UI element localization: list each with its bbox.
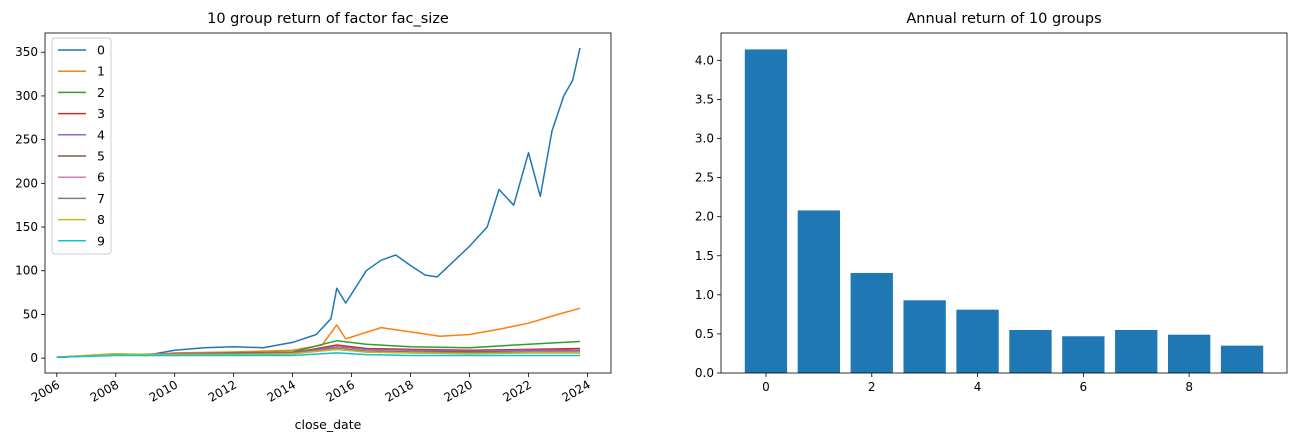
x-tick-label: 2010 bbox=[147, 377, 180, 404]
legend-label: 2 bbox=[97, 85, 105, 100]
legend: 0 1 2 3 4 5 6 7 8 9 bbox=[51, 37, 112, 255]
x-axis-label: close_date bbox=[295, 417, 362, 432]
x-tick-label: 2022 bbox=[501, 377, 534, 404]
x-tick-label: 2 bbox=[868, 380, 876, 394]
legend-label: 7 bbox=[97, 191, 105, 206]
y-tick-label: 250 bbox=[15, 133, 38, 147]
y-tick-label: 1.0 bbox=[695, 288, 714, 302]
y-tick-label: 3.5 bbox=[695, 92, 714, 106]
legend-label: 1 bbox=[97, 64, 105, 79]
bar-8 bbox=[1167, 334, 1211, 373]
y-tick-label: 150 bbox=[15, 220, 38, 234]
bar-0 bbox=[744, 49, 788, 374]
plot-frame bbox=[44, 32, 612, 374]
y-tick-label: 2.0 bbox=[695, 210, 714, 224]
y-tick-label: 0.0 bbox=[695, 366, 714, 380]
x-tick-label: 2024 bbox=[559, 377, 592, 404]
y-tick-label: 2.5 bbox=[695, 171, 714, 185]
y-tick-label: 100 bbox=[15, 264, 38, 278]
x-tick-label: 6 bbox=[1080, 380, 1088, 394]
legend-label: 4 bbox=[97, 127, 105, 142]
x-tick-label: 2016 bbox=[324, 377, 357, 404]
legend-label: 6 bbox=[97, 170, 105, 185]
y-tick-label: 0.5 bbox=[695, 327, 714, 341]
plot-frame bbox=[720, 32, 1288, 374]
y-tick-label: 350 bbox=[15, 45, 38, 59]
bar-9 bbox=[1220, 345, 1264, 373]
y-tick-label: 4.0 bbox=[695, 53, 714, 67]
bar-4 bbox=[956, 309, 999, 373]
right-bar-chart: Annual return of 10 groups 0.0 0.5 1.0 1.5 2.… bbox=[695, 11, 1288, 394]
bar-3 bbox=[903, 300, 946, 373]
x-tick-label: 2018 bbox=[383, 377, 416, 404]
x-tick-label: 4 bbox=[974, 380, 982, 394]
x-tick-label: 2008 bbox=[88, 377, 121, 404]
y-tick-label: 50 bbox=[23, 307, 38, 321]
y-tick-label: 3.0 bbox=[695, 132, 714, 146]
y-tick-label: 300 bbox=[15, 89, 38, 103]
bar-6 bbox=[1062, 336, 1105, 373]
y-tick-label: 1.5 bbox=[695, 249, 714, 263]
y-tick-label: 200 bbox=[15, 176, 38, 190]
series-line-0 bbox=[56, 47, 581, 359]
x-tick-label: 2012 bbox=[206, 377, 239, 404]
y-tick-label: 0 bbox=[30, 351, 38, 365]
bar-2 bbox=[850, 272, 893, 373]
chart-title: Annual return of 10 groups bbox=[906, 11, 1101, 27]
legend-label: 8 bbox=[97, 212, 105, 227]
x-tick-label: 2006 bbox=[29, 377, 62, 404]
x-tick-label: 2020 bbox=[442, 377, 475, 404]
series-line-8 bbox=[56, 348, 580, 359]
bar-1 bbox=[797, 210, 841, 373]
bar-5 bbox=[1009, 330, 1052, 373]
legend-label: 5 bbox=[97, 149, 105, 164]
series-line-9 bbox=[56, 352, 580, 359]
x-tick-label: 2014 bbox=[265, 377, 298, 404]
legend-label: 9 bbox=[97, 233, 105, 248]
legend-label: 0 bbox=[97, 43, 105, 58]
bar-7 bbox=[1115, 330, 1158, 373]
chart-title: 10 group return of factor fac_size bbox=[207, 11, 449, 27]
x-tick-label: 0 bbox=[762, 380, 770, 394]
legend-label: 3 bbox=[97, 106, 105, 121]
x-tick-label: 8 bbox=[1185, 380, 1193, 394]
left-line-chart: 10 group return of factor fac_size050100… bbox=[15, 11, 612, 432]
